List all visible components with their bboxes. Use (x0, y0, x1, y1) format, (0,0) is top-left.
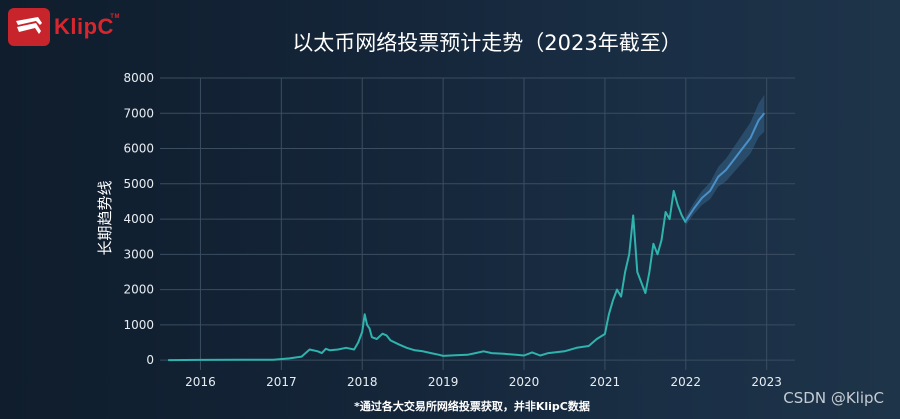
y-tick-label: 0 (146, 353, 154, 367)
y-tick-label: 3000 (123, 247, 154, 261)
x-tick-label: 2016 (185, 375, 216, 389)
y-tick-label: 4000 (123, 212, 154, 226)
watermark: CSDN @KlipC (783, 389, 884, 407)
y-tick-label: 8000 (123, 71, 154, 85)
x-tick-label: 2018 (347, 375, 378, 389)
x-tick-label: 2019 (428, 375, 459, 389)
x-tick-label: 2023 (751, 375, 782, 389)
y-tick-label: 1000 (123, 318, 154, 332)
y-tick-label: 2000 (123, 283, 154, 297)
tick-labels: 0 1000 2000 3000 4000 5000 6000 7000 8000 2016 201… (123, 71, 782, 389)
klipc-logo: KlipC TM (8, 8, 120, 46)
brand-name: KlipC TM (54, 14, 120, 39)
chart-title: 以太币网络投票预计走势（2023年截至） (292, 31, 681, 55)
y-axis-label: 长期趋势线 (96, 180, 114, 255)
y-tick-label: 6000 (123, 142, 154, 156)
forecast-band-layer (685, 94, 765, 226)
logo-badge-icon (8, 8, 50, 46)
forecast-line (684, 112, 766, 222)
forecast-band (685, 94, 765, 226)
y-tick-label: 7000 (123, 106, 154, 120)
footnote: *通过各大交易所网络投票获取，并非KlipC数据 (354, 399, 590, 413)
x-tick-label: 2021 (590, 375, 621, 389)
gridlines (160, 77, 795, 370)
x-tick-label: 2020 (509, 375, 540, 389)
x-tick-label: 2017 (266, 375, 297, 389)
series-layer (168, 112, 766, 362)
y-tick-label: 5000 (123, 177, 154, 191)
x-tick-label: 2022 (671, 375, 702, 389)
historical-line (168, 189, 687, 362)
